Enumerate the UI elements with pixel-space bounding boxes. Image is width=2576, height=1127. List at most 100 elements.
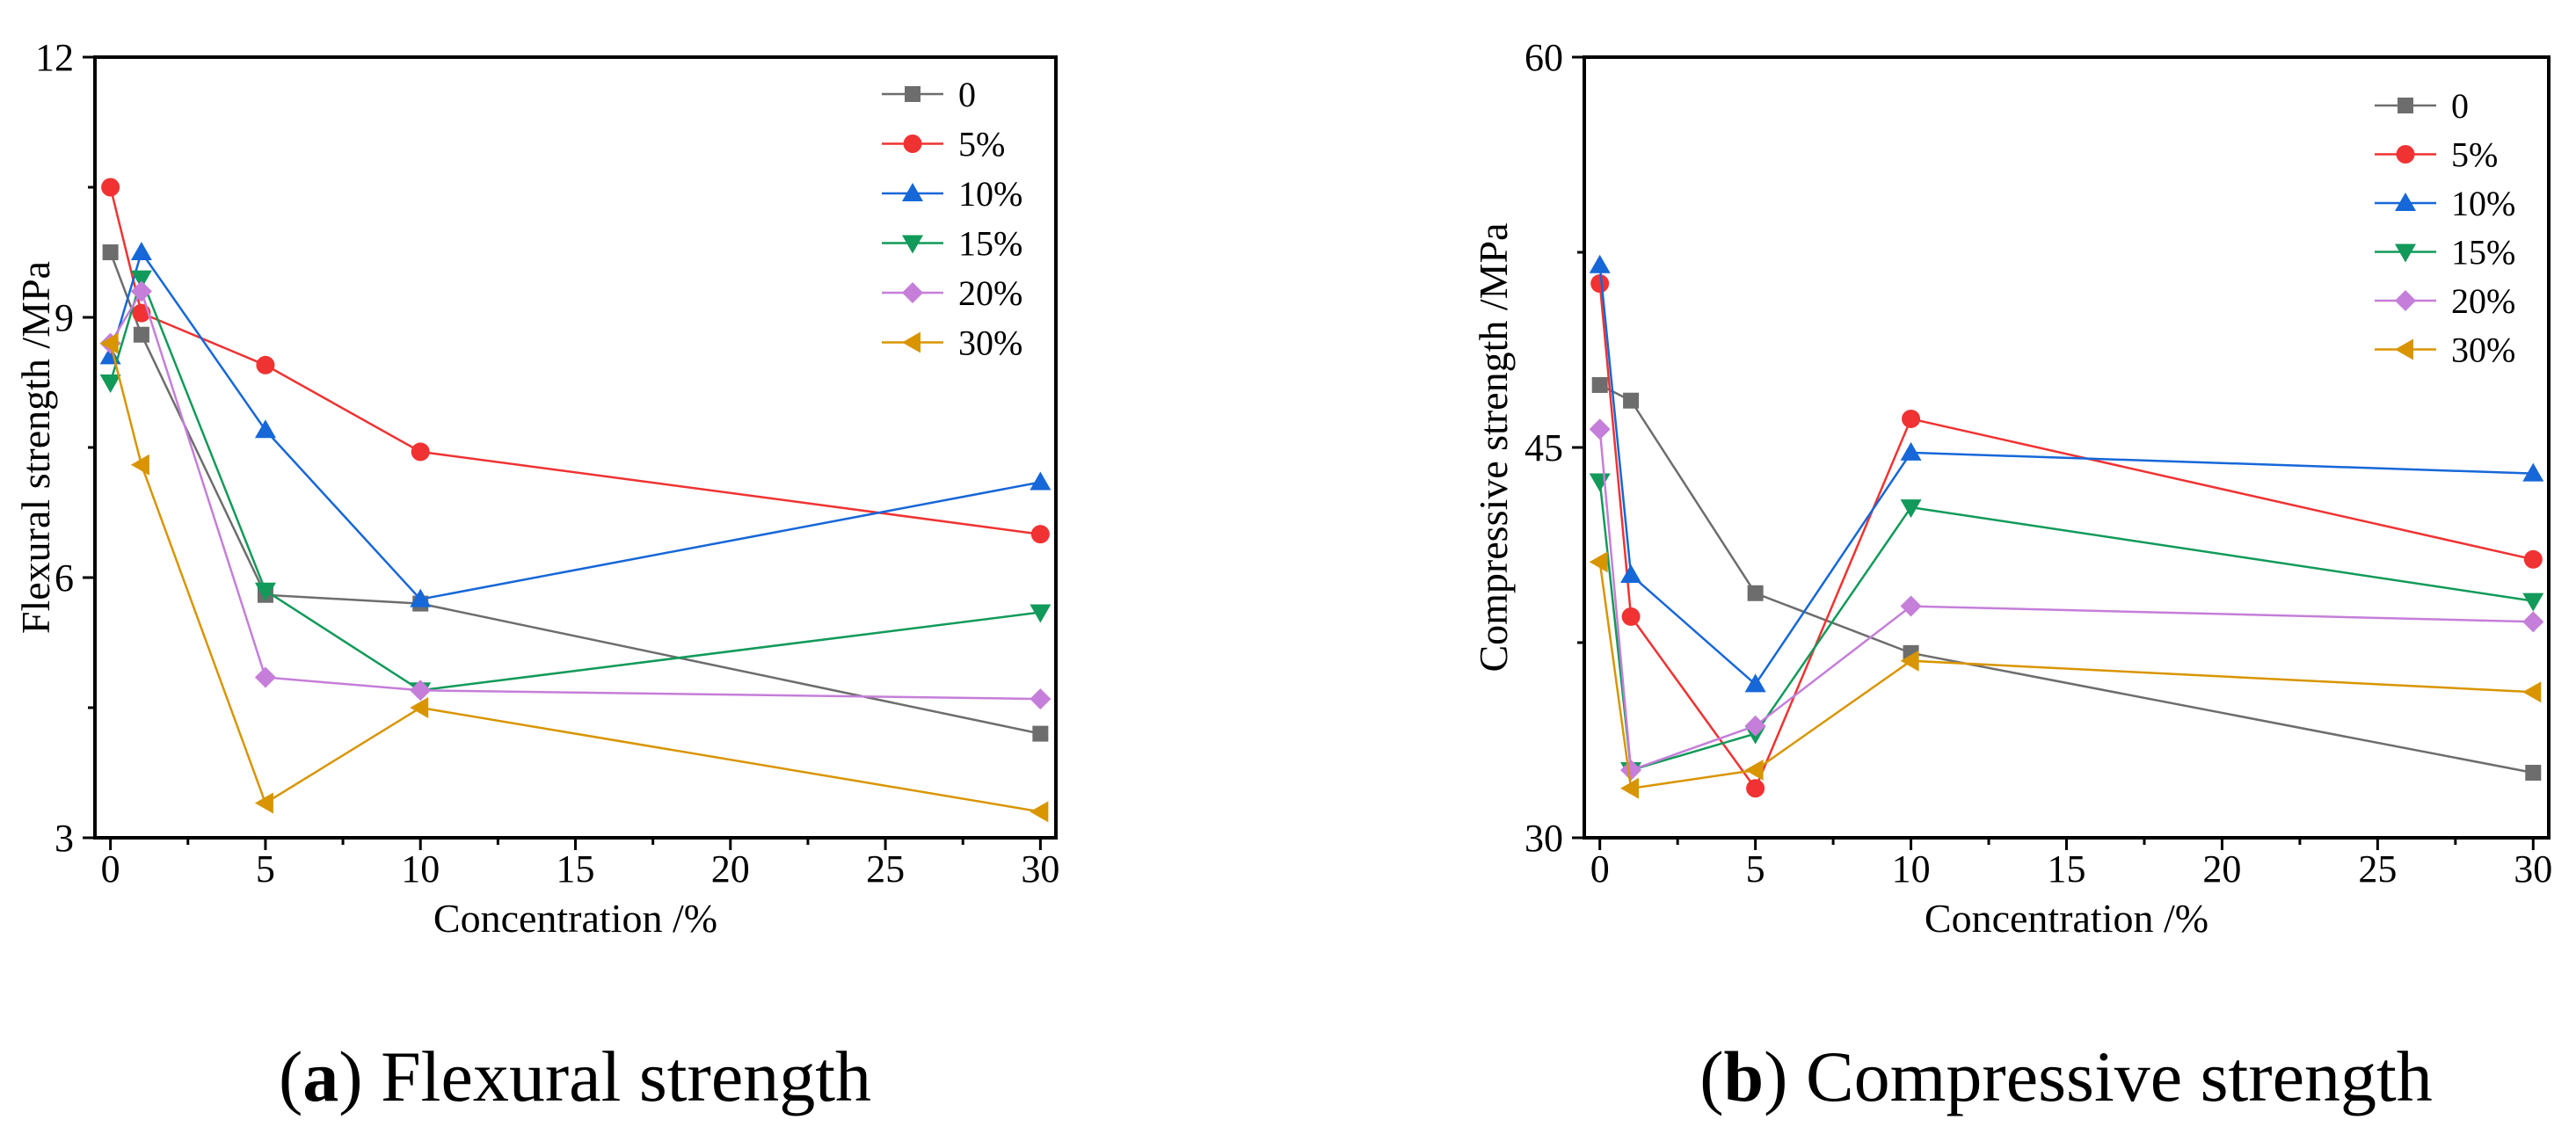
data-point bbox=[254, 666, 276, 688]
data-point bbox=[1623, 392, 1640, 409]
data-point bbox=[1030, 525, 1050, 544]
series-0 bbox=[1591, 376, 2542, 781]
data-point bbox=[410, 680, 432, 702]
legend-marker bbox=[2396, 145, 2415, 164]
panel-caption: (a) Flexural strength bbox=[279, 1036, 871, 1116]
series-20pct bbox=[1589, 418, 2544, 782]
series-line bbox=[1598, 481, 2534, 772]
data-point bbox=[130, 270, 152, 289]
y-tick-label: 30 bbox=[1524, 817, 1563, 860]
caption-letter: a bbox=[302, 1036, 338, 1116]
legend-label: 30% bbox=[958, 324, 1022, 363]
legend-label: 15% bbox=[2451, 233, 2515, 273]
caption-text: Flexural strength bbox=[381, 1036, 871, 1116]
y-tick-label: 3 bbox=[55, 817, 74, 860]
series-5pct bbox=[1590, 274, 2543, 798]
legend-marker bbox=[2395, 338, 2413, 360]
legend-label: 20% bbox=[958, 273, 1022, 313]
data-point bbox=[2523, 549, 2543, 569]
data-point bbox=[130, 454, 149, 476]
data-point bbox=[1621, 607, 1641, 626]
series-15pct bbox=[99, 270, 1052, 702]
legend-item: 20% bbox=[2375, 281, 2515, 321]
series-30pct bbox=[1589, 551, 2542, 799]
caption-text: Compressive strength bbox=[1806, 1036, 2433, 1116]
series-line bbox=[109, 251, 1041, 735]
series-layer bbox=[99, 178, 1052, 823]
legend: 0 5% 10% 15% 20% 30% bbox=[2375, 86, 2515, 370]
data-point bbox=[1744, 715, 1766, 737]
data-point bbox=[1620, 777, 1640, 799]
series-line bbox=[109, 343, 1041, 813]
data-point bbox=[1620, 564, 1642, 584]
data-point bbox=[254, 419, 276, 439]
x-tick-label: 0 bbox=[101, 847, 120, 891]
y-tick-label: 60 bbox=[1524, 36, 1563, 79]
legend-marker bbox=[902, 331, 921, 353]
data-point bbox=[1746, 779, 1765, 798]
legend-marker bbox=[2395, 193, 2416, 211]
legend-item: 15% bbox=[2375, 233, 2515, 273]
caption-letter: b bbox=[1724, 1036, 1765, 1116]
series-layer bbox=[1589, 254, 2544, 799]
data-point bbox=[1744, 760, 1764, 782]
data-point bbox=[411, 442, 430, 462]
data-point bbox=[1589, 254, 1611, 273]
data-point bbox=[102, 244, 119, 260]
data-point bbox=[254, 582, 276, 601]
legend-label: 15% bbox=[958, 224, 1022, 264]
x-tick-label: 5 bbox=[256, 847, 275, 891]
data-point bbox=[1900, 499, 1922, 519]
legend-marker bbox=[903, 135, 922, 153]
x-tick-label: 25 bbox=[866, 847, 905, 891]
data-point bbox=[1589, 418, 1611, 440]
legend-marker bbox=[902, 235, 923, 254]
x-tick-label: 10 bbox=[1892, 847, 1931, 891]
series-line bbox=[109, 250, 1041, 601]
y-tick-label: 45 bbox=[1524, 426, 1563, 469]
series-0 bbox=[102, 244, 1049, 742]
x-tick-label: 25 bbox=[2358, 847, 2397, 891]
data-point bbox=[1030, 471, 1052, 491]
data-point bbox=[1032, 725, 1049, 742]
x-tick-label: 10 bbox=[401, 847, 440, 891]
legend-label: 5% bbox=[958, 125, 1005, 164]
legend-item: 10% bbox=[2375, 184, 2515, 223]
data-point bbox=[1030, 801, 1049, 823]
legend-label: 10% bbox=[2451, 184, 2515, 223]
series-line bbox=[1598, 562, 2534, 790]
y-axis-label: Compressive strength /MPa bbox=[1471, 222, 1516, 672]
data-point bbox=[133, 326, 149, 343]
legend-item: 15% bbox=[882, 224, 1022, 264]
data-point bbox=[410, 697, 429, 718]
legend-item: 0 bbox=[882, 75, 976, 114]
series-10pct bbox=[99, 242, 1052, 607]
data-point bbox=[2525, 765, 2542, 781]
x-tick-label: 30 bbox=[1021, 847, 1059, 891]
flexural-strength-chart: 0 5 10 15 20 25 30 3 6 9 12 0 5% 10% 15% 20% 30% Concen… bbox=[13, 36, 1059, 1116]
legend-item: 30% bbox=[882, 324, 1022, 363]
data-point bbox=[1590, 274, 1610, 294]
x-axis-label: Concentration /% bbox=[433, 896, 717, 941]
data-point bbox=[1747, 585, 1764, 601]
y-tick-label: 12 bbox=[35, 36, 74, 79]
series-10pct bbox=[1589, 254, 2544, 693]
data-point bbox=[1589, 473, 1611, 492]
legend-item: 0 bbox=[2375, 86, 2469, 126]
y-tick-label: 6 bbox=[55, 556, 74, 600]
x-tick-label: 30 bbox=[2514, 847, 2552, 891]
series-line bbox=[1598, 283, 2534, 791]
x-tick-label: 20 bbox=[711, 847, 750, 891]
series-line bbox=[1598, 429, 2534, 772]
legend-item: 5% bbox=[2375, 135, 2498, 175]
x-tick-label: 15 bbox=[2048, 847, 2086, 891]
legend-marker bbox=[902, 183, 923, 201]
y-tick-label: 9 bbox=[55, 296, 74, 339]
legend-item: 10% bbox=[882, 174, 1022, 214]
legend-item: 20% bbox=[882, 273, 1022, 313]
data-point bbox=[1591, 376, 1608, 393]
x-axis-label: Concentration /% bbox=[1925, 896, 2209, 941]
data-point bbox=[1620, 760, 1642, 782]
data-point bbox=[99, 332, 119, 354]
